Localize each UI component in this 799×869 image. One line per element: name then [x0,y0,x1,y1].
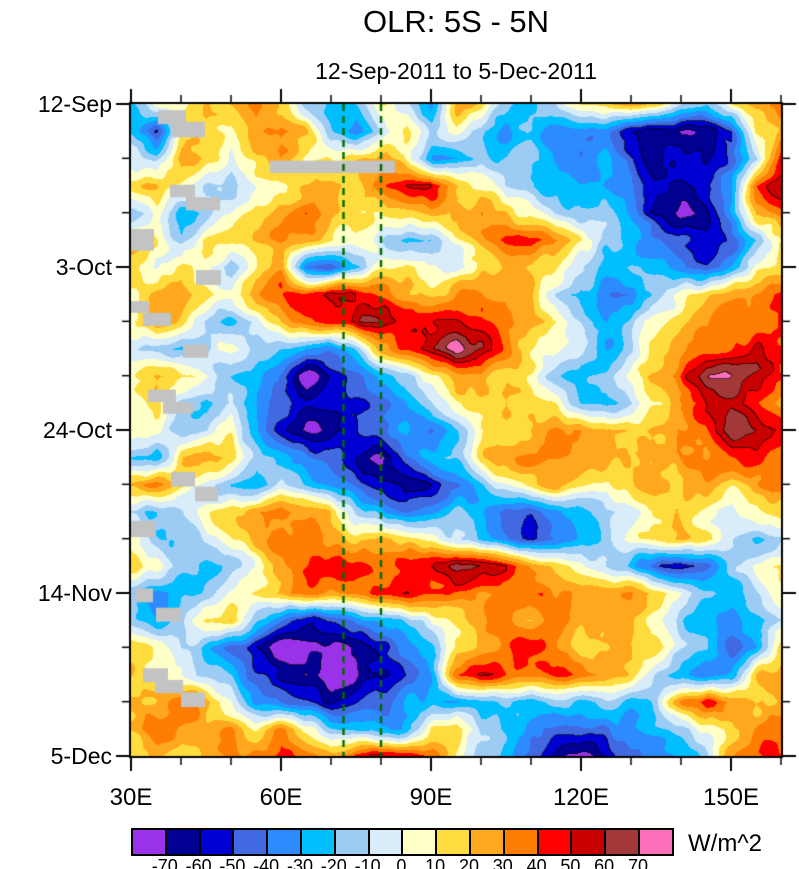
chart-title: OLR: 5S - 5N [362,4,550,39]
y-tick-label: 14-Nov [37,580,112,606]
x-tick-label: 120E [552,784,610,811]
colorbar-tick-label: 20 [458,856,480,869]
colorbar-tick-label: -40 [253,856,280,869]
colorbar-cell [437,830,471,854]
chart-subtitle: 12-Sep-2011 to 5-Dec-2011 [315,58,597,84]
colorbar-tick-label: 70 [627,856,649,869]
colorbar-tick-label: -10 [354,856,381,869]
colorbar-tick-label: 10 [425,856,446,869]
colorbar-cell [369,830,404,854]
colorbar-cell [234,830,269,854]
colorbar-tick-label: 60 [594,856,615,869]
y-tick-label: 24-Oct [42,417,112,443]
colorbar-cell [301,830,336,854]
colorbar-tick-label: -20 [320,856,347,869]
y-tick-label: 12-Sep [37,91,112,117]
y-tick-label: 5-Dec [50,743,112,769]
colorbar-cell [133,830,167,854]
x-tick-label: 30E [109,784,153,811]
colorbar-unit-label: W/m^2 [688,830,762,857]
colorbar-cell [538,830,573,854]
y-tick-label: 3-Oct [55,254,112,280]
colorbar-cell [200,830,235,854]
colorbar-cell [335,830,370,854]
colorbar-tick-label: 40 [526,856,547,869]
colorbar-cell [504,830,539,854]
colorbar-tick-label: -50 [219,856,246,869]
colorbar-tick-label: 30 [492,856,513,869]
x-tick-label: 150E [702,784,760,811]
colorbar-cell [268,830,302,854]
colorbar-tick-label: -60 [185,856,212,869]
x-tick-label: 90E [409,784,453,811]
colorbar-tick-label: -70 [151,856,178,869]
colorbar-tick-label: 50 [560,856,581,869]
colorbar-cell [470,830,505,854]
colorbar-tick-label: -30 [286,856,314,869]
colorbar-tick-label: 0 [396,856,407,869]
x-tick-label: 60E [259,784,303,811]
colorbar-cell [639,830,672,854]
colorbar [131,828,674,856]
colorbar-cell [606,830,640,854]
colorbar-cell [572,830,607,854]
colorbar-cell [403,830,438,854]
colorbar-cell [166,830,201,854]
